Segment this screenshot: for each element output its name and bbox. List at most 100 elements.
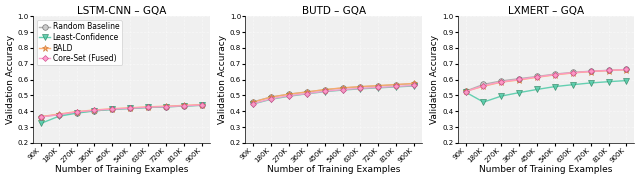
Line: Core-Set (Fused): Core-Set (Fused) [251,83,416,106]
Least-Confidence [569,84,577,86]
Least-Confidence [285,95,292,97]
BALD [515,79,523,81]
Least-Confidence [268,98,275,100]
BALD [392,84,400,86]
BALD [605,69,612,72]
Least-Confidence [497,95,505,97]
BALD [126,107,134,109]
Line: BALD: BALD [462,66,630,95]
BALD [37,116,45,118]
BALD [356,86,364,88]
Line: Least-Confidence: Least-Confidence [463,78,629,105]
Random Baseline [180,105,188,107]
BALD [180,104,188,107]
Line: Random Baseline: Random Baseline [38,102,204,120]
BALD [410,82,418,84]
Least-Confidence [605,81,612,83]
BALD [623,69,630,71]
BALD [162,105,170,107]
Least-Confidence [144,106,152,109]
Least-Confidence [392,86,400,88]
Line: BALD: BALD [37,101,205,120]
X-axis label: Number of Training Examples: Number of Training Examples [54,165,188,174]
Legend: Random Baseline, Least-Confidence, BALD, Core-Set (Fused): Random Baseline, Least-Confidence, BALD,… [36,20,122,65]
Least-Confidence [126,107,134,109]
BALD [339,87,346,89]
Core-Set (Fused) [268,98,275,100]
Core-Set (Fused) [479,85,487,87]
Core-Set (Fused) [410,84,418,87]
Random Baseline [356,86,364,88]
Core-Set (Fused) [90,109,98,111]
BALD [374,85,382,87]
Core-Set (Fused) [285,95,292,97]
Line: BALD: BALD [250,80,417,105]
Random Baseline [569,71,577,73]
Least-Confidence [90,110,98,112]
Core-Set (Fused) [303,93,310,95]
BALD [144,106,152,108]
BALD [321,89,328,91]
Core-Set (Fused) [497,81,505,83]
Least-Confidence [479,101,487,103]
BALD [551,74,559,76]
Random Baseline [533,75,541,78]
BALD [73,111,81,113]
X-axis label: Number of Training Examples: Number of Training Examples [479,165,612,174]
Core-Set (Fused) [515,78,523,80]
BALD [497,81,505,83]
Least-Confidence [180,105,188,107]
Y-axis label: Validation Accuracy: Validation Accuracy [6,35,15,124]
Core-Set (Fused) [551,73,559,76]
Random Baseline [515,78,523,80]
Y-axis label: Validation Accuracy: Validation Accuracy [218,35,227,124]
Random Baseline [126,107,134,109]
BALD [250,101,257,103]
Core-Set (Fused) [605,69,612,71]
Least-Confidence [374,87,382,89]
Core-Set (Fused) [37,116,45,118]
Core-Set (Fused) [198,104,205,106]
Random Baseline [479,83,487,86]
Least-Confidence [515,91,523,94]
Random Baseline [90,110,98,112]
Core-Set (Fused) [569,72,577,74]
Title: BUTD – GQA: BUTD – GQA [301,6,365,15]
Least-Confidence [356,88,364,90]
Least-Confidence [321,91,328,93]
BALD [198,103,205,106]
Least-Confidence [462,91,470,93]
Least-Confidence [55,115,63,117]
Line: Core-Set (Fused): Core-Set (Fused) [38,103,204,119]
Least-Confidence [339,89,346,91]
Core-Set (Fused) [339,89,346,91]
Title: LSTM-CNN – GQA: LSTM-CNN – GQA [77,6,166,15]
Random Baseline [623,68,630,71]
BALD [462,90,470,92]
BALD [55,113,63,115]
Core-Set (Fused) [250,103,257,105]
Core-Set (Fused) [55,114,63,116]
Least-Confidence [303,93,310,95]
Y-axis label: Validation Accuracy: Validation Accuracy [430,35,440,124]
Least-Confidence [410,85,418,87]
BALD [569,72,577,74]
Random Baseline [73,111,81,114]
Core-Set (Fused) [321,90,328,92]
Core-Set (Fused) [356,87,364,89]
Random Baseline [551,73,559,75]
Least-Confidence [587,82,595,84]
Least-Confidence [551,86,559,88]
Random Baseline [392,84,400,86]
Core-Set (Fused) [108,108,116,110]
Random Baseline [198,104,205,106]
Least-Confidence [73,112,81,114]
Random Baseline [37,116,45,118]
Random Baseline [250,101,257,103]
Least-Confidence [37,122,45,125]
Random Baseline [162,106,170,108]
Random Baseline [374,85,382,87]
Random Baseline [285,93,292,95]
Line: Random Baseline: Random Baseline [250,81,417,105]
Random Baseline [321,89,328,91]
